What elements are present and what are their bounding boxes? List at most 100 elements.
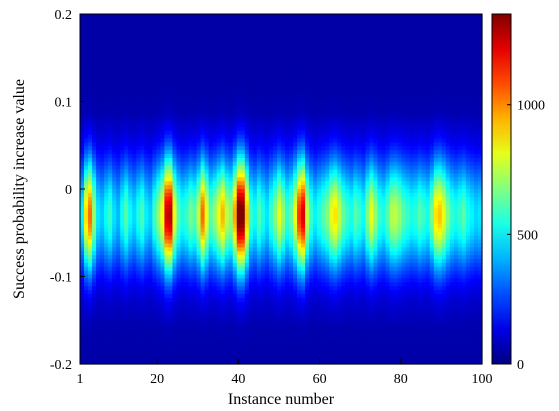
heatmap-cell [108, 286, 113, 291]
heatmap-cell [148, 45, 153, 50]
heatmap-cell [96, 52, 101, 58]
heatmap-cell [164, 76, 170, 81]
heatmap-cell [256, 321, 262, 326]
heatmap-cell [116, 317, 121, 322]
heatmap-cell [272, 247, 278, 252]
heatmap-cell [80, 294, 85, 299]
heatmap-cell [184, 189, 190, 194]
heatmap-cell [281, 216, 286, 221]
heatmap-cell [232, 56, 238, 62]
heatmap-cell [264, 200, 270, 206]
heatmap-cell [160, 60, 166, 66]
heatmap-cell [128, 33, 133, 38]
heatmap-cell [256, 33, 262, 38]
heatmap-cell [268, 119, 274, 124]
heatmap-cell [108, 336, 113, 342]
heatmap-cell [124, 356, 129, 361]
heatmap-cell [112, 72, 117, 77]
heatmap-cell [120, 29, 125, 35]
heatmap-cell [132, 235, 137, 241]
heatmap-cell [248, 17, 254, 23]
heatmap-cell [132, 37, 137, 42]
heatmap-cell [224, 33, 230, 38]
heatmap-cell [172, 336, 178, 342]
heatmap-cell [228, 235, 234, 241]
heatmap-cell [216, 173, 222, 178]
heatmap-cell [148, 360, 153, 365]
heatmap-cell [168, 325, 174, 330]
heatmap-cell [140, 313, 145, 318]
heatmap-cell [80, 290, 85, 295]
heatmap-cell [100, 192, 105, 198]
heatmap-cell [88, 305, 93, 311]
heatmap-cell [204, 72, 210, 77]
heatmap-cell [285, 115, 290, 120]
heatmap-cell [252, 262, 258, 268]
heatmap-cell [164, 126, 170, 132]
heatmap-cell [140, 204, 145, 210]
heatmap-cell [136, 344, 141, 350]
heatmap-cell [232, 150, 238, 155]
heatmap-cell [160, 352, 166, 357]
heatmap-cell [80, 76, 85, 81]
heatmap-cell [301, 33, 306, 38]
heatmap-cell [148, 173, 153, 178]
heatmap-cell [297, 336, 302, 342]
heatmap-cell [168, 14, 174, 19]
heatmap-cell [144, 115, 149, 120]
heatmap-cell [188, 251, 194, 256]
heatmap-cell [88, 208, 93, 213]
heatmap-cell [264, 165, 270, 171]
heatmap-cell [256, 220, 262, 225]
heatmap-cell [88, 138, 93, 143]
heatmap-cell [244, 235, 250, 241]
heatmap-cell [252, 45, 258, 50]
heatmap-cell [136, 154, 141, 159]
heatmap-cell [92, 130, 97, 136]
heatmap-cell [268, 107, 274, 112]
heatmap-cell [212, 282, 218, 287]
heatmap-cell [188, 185, 194, 190]
heatmap-cell [212, 130, 218, 136]
heatmap-cell [104, 103, 109, 108]
heatmap-cell [112, 204, 117, 210]
heatmap-cell [184, 25, 190, 31]
heatmap-cell [236, 239, 242, 245]
heatmap-cell [116, 33, 121, 38]
heatmap-cell [252, 29, 258, 35]
heatmap-cell [272, 290, 278, 295]
heatmap-cell [276, 122, 282, 128]
heatmap-cell [176, 243, 182, 248]
heatmap-cell [136, 76, 141, 81]
heatmap-cell [232, 185, 238, 190]
heatmap-cell [136, 329, 141, 334]
heatmap-cell [92, 329, 97, 334]
heatmap-cell [120, 142, 125, 147]
heatmap-cell [208, 17, 214, 23]
heatmap-cell [220, 119, 226, 124]
heatmap-cell [240, 56, 246, 62]
heatmap-cell [104, 239, 109, 245]
heatmap-cell [112, 309, 117, 315]
heatmap-cell [156, 270, 161, 276]
heatmap-cell [289, 227, 294, 233]
heatmap-cell [164, 290, 170, 295]
heatmap-cell [264, 146, 270, 151]
heatmap-cell [180, 87, 186, 93]
heatmap-cell [180, 177, 186, 182]
heatmap-cell [144, 25, 149, 31]
heatmap-cell [272, 185, 278, 190]
heatmap-cell [88, 68, 93, 73]
heatmap-cell [192, 356, 198, 361]
heatmap-cell [164, 80, 170, 85]
heatmap-cell [176, 134, 182, 140]
heatmap-cell [244, 17, 250, 23]
heatmap-cell [168, 84, 174, 89]
heatmap-cell [136, 103, 141, 108]
heatmap-cell [120, 154, 125, 159]
heatmap-cell [88, 37, 93, 42]
heatmap-cell [264, 169, 270, 175]
heatmap-cell [144, 317, 149, 322]
heatmap-cell [248, 286, 254, 291]
heatmap-cell [124, 134, 129, 140]
